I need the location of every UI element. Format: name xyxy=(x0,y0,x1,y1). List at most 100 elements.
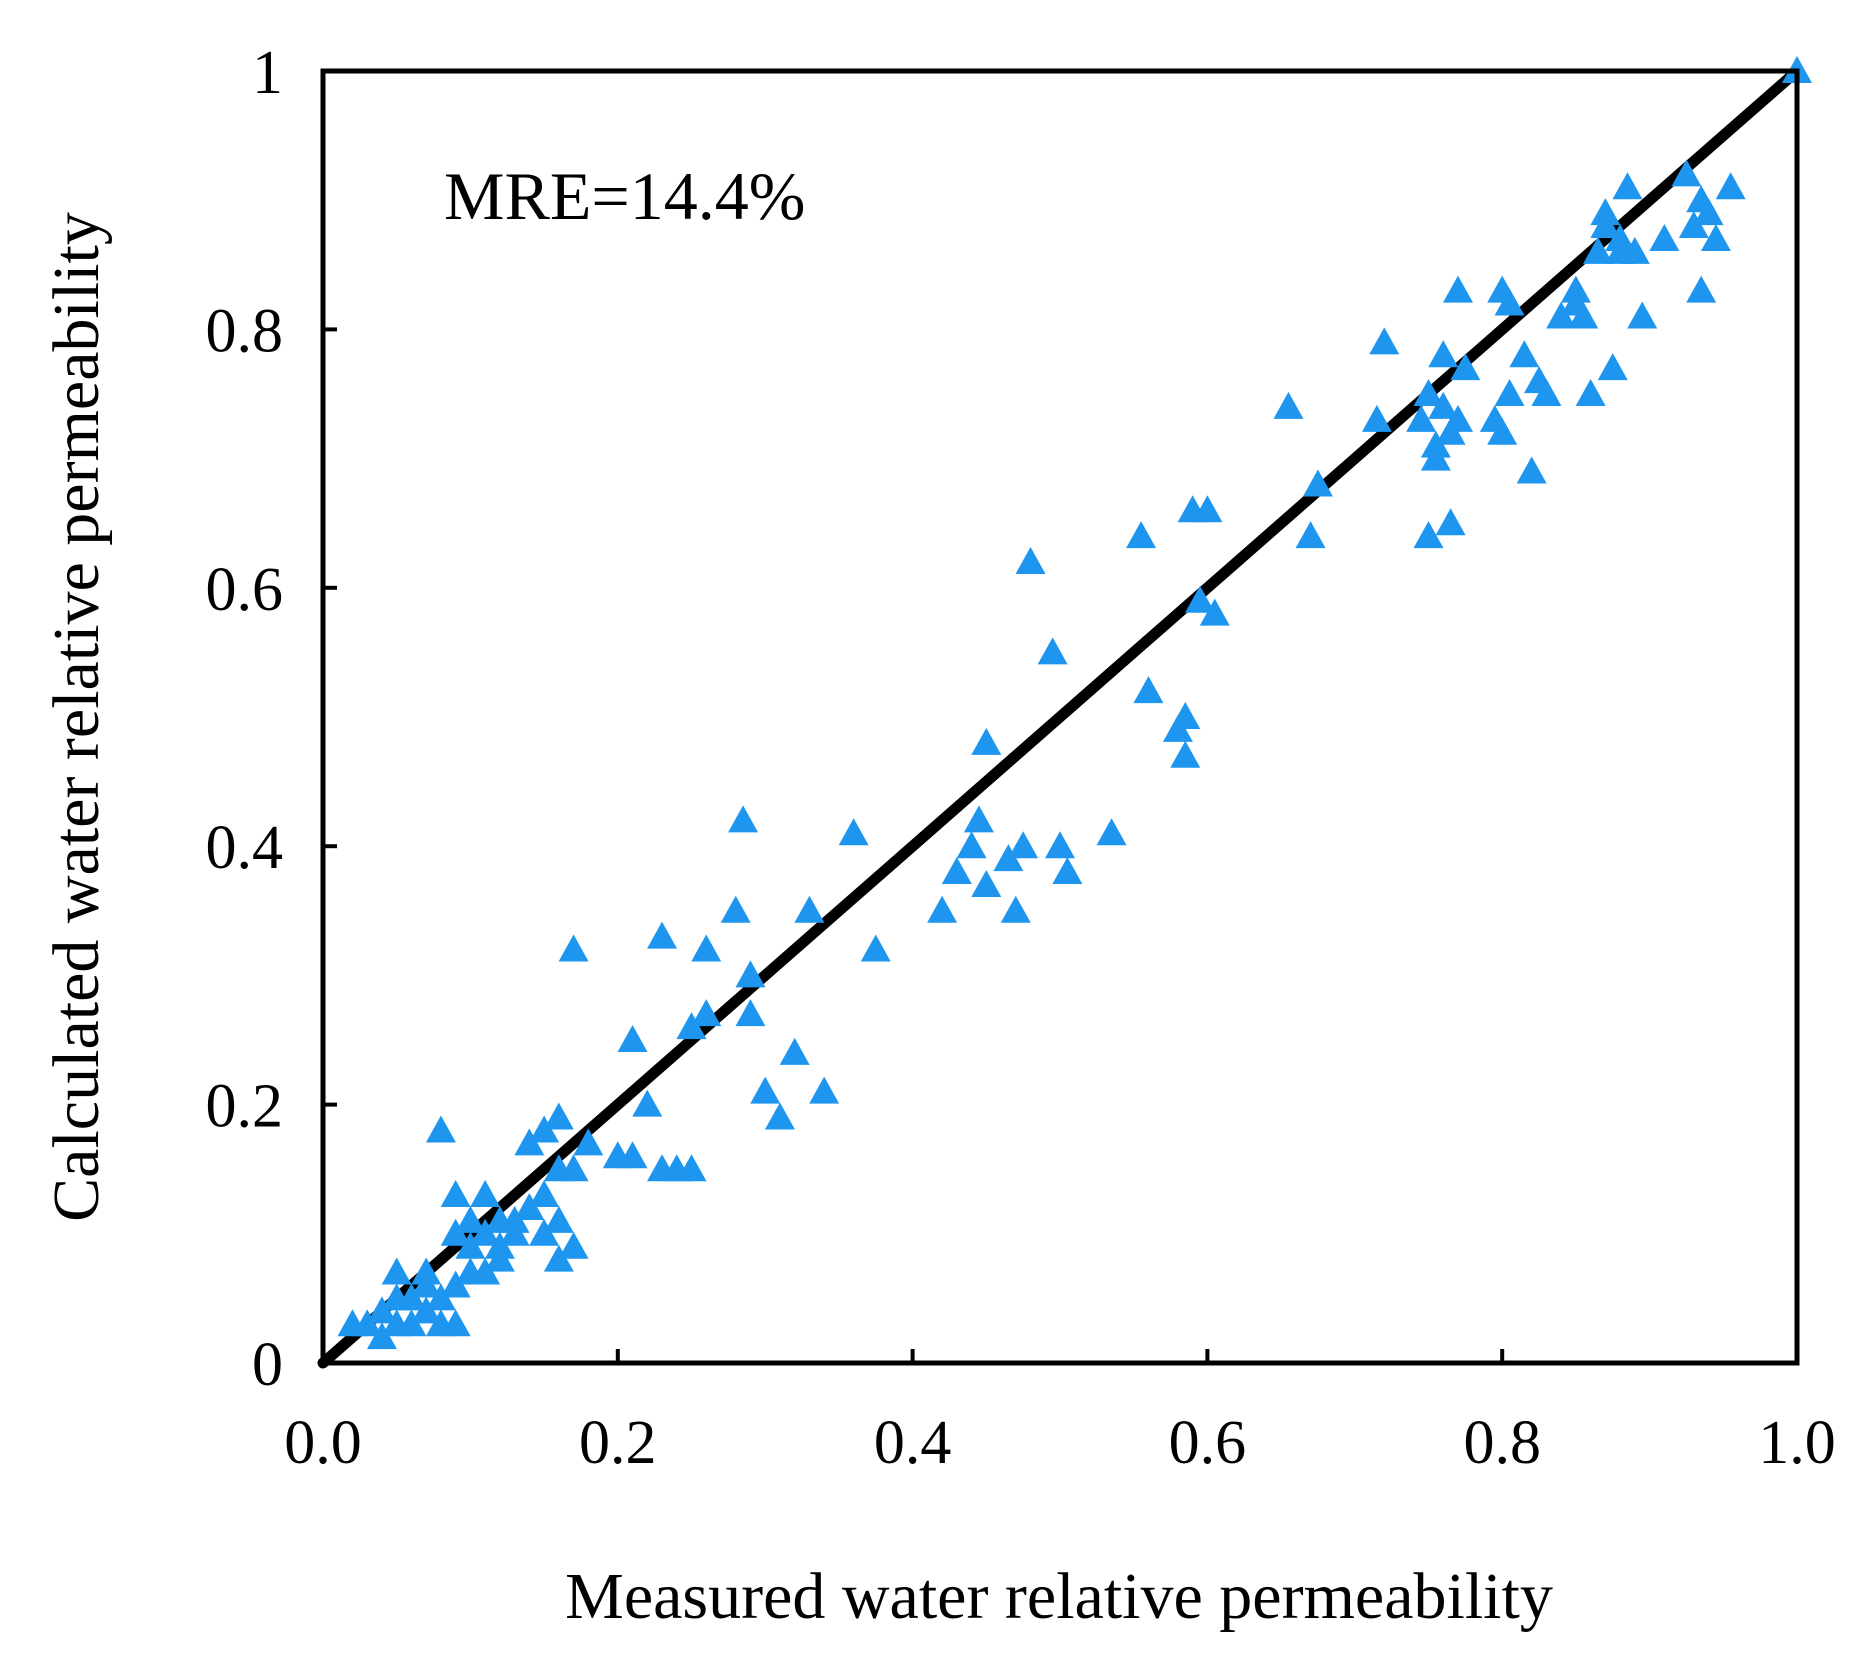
data-point xyxy=(1295,521,1326,549)
data-point xyxy=(1428,340,1459,368)
data-point xyxy=(1590,198,1621,226)
data-point xyxy=(617,1025,648,1052)
data-point xyxy=(396,1309,427,1337)
data-point xyxy=(691,999,722,1027)
data-point xyxy=(1700,223,1731,251)
data-point xyxy=(809,1076,840,1104)
data-point xyxy=(1037,637,1068,665)
data-point xyxy=(499,1218,530,1246)
data-point xyxy=(1369,327,1400,355)
data-point xyxy=(1185,585,1216,613)
data-point xyxy=(1413,379,1444,406)
data-point xyxy=(1583,236,1614,264)
data-point xyxy=(1494,379,1525,406)
data-point xyxy=(1487,417,1518,445)
data-point xyxy=(514,1192,545,1220)
data-point xyxy=(956,831,987,859)
data-point xyxy=(632,1089,663,1117)
data-point xyxy=(794,895,825,923)
data-point xyxy=(1000,895,1031,923)
data-point xyxy=(470,1218,501,1246)
data-point xyxy=(411,1296,442,1324)
data-point xyxy=(764,1102,795,1130)
data-point xyxy=(543,1244,574,1272)
data-point xyxy=(1192,495,1223,523)
data-point xyxy=(543,1102,574,1130)
data-point xyxy=(1413,521,1444,549)
mre-annotation: MRE=14.4% xyxy=(444,158,805,234)
data-point xyxy=(1546,301,1577,329)
data-point xyxy=(1509,340,1540,368)
data-point xyxy=(860,934,891,962)
data-point xyxy=(750,1076,781,1104)
y-tick-label: 1 xyxy=(252,39,283,107)
data-point xyxy=(440,1309,471,1337)
data-point xyxy=(455,1231,486,1259)
data-point xyxy=(1052,857,1083,885)
data-point xyxy=(1516,456,1547,484)
data-point xyxy=(381,1257,412,1285)
data-point xyxy=(396,1283,427,1311)
data-point xyxy=(1126,521,1157,549)
data-point xyxy=(1627,301,1658,329)
data-point xyxy=(558,1231,589,1259)
data-point xyxy=(573,1128,604,1156)
data-point xyxy=(676,1012,707,1040)
data-point xyxy=(735,999,766,1027)
y-tick-label: 0.6 xyxy=(206,556,284,624)
data-point xyxy=(1015,546,1046,574)
data-point xyxy=(971,869,1002,897)
data-point xyxy=(1273,391,1304,419)
data-point xyxy=(440,1180,471,1208)
data-point xyxy=(470,1257,501,1285)
x-tick-label: 0.0 xyxy=(284,1409,362,1477)
plot-frame xyxy=(320,68,1800,1366)
x-tick-label: 0.6 xyxy=(1169,1409,1247,1477)
data-point xyxy=(440,1270,471,1298)
x-axis-title: Measured water relative permeability xyxy=(565,1560,1553,1633)
data-point xyxy=(366,1296,397,1324)
data-point xyxy=(1361,404,1392,432)
data-point xyxy=(1199,598,1230,626)
data-point xyxy=(1678,211,1709,239)
data-point xyxy=(941,857,972,885)
data-point xyxy=(470,1180,501,1208)
data-point xyxy=(440,1218,471,1246)
data-point xyxy=(1649,223,1680,251)
data-point xyxy=(1133,676,1164,704)
data-point xyxy=(1560,275,1591,303)
data-point xyxy=(1096,818,1127,846)
data-point xyxy=(1686,275,1717,303)
data-point xyxy=(1531,379,1562,406)
y-axis-title: Calculated water relative permeability xyxy=(40,212,113,1222)
data-point xyxy=(728,805,759,833)
data-point xyxy=(1715,172,1746,200)
data-point xyxy=(1693,198,1724,226)
data-point xyxy=(927,895,958,923)
data-point xyxy=(1575,379,1606,406)
data-point xyxy=(455,1205,486,1233)
data-point xyxy=(366,1322,397,1350)
data-point xyxy=(425,1283,456,1311)
data-point xyxy=(514,1128,545,1156)
y-tick-label: 0.4 xyxy=(206,814,284,882)
data-point xyxy=(529,1115,560,1143)
x-tick-label: 0.8 xyxy=(1463,1409,1541,1477)
data-point xyxy=(1619,236,1650,264)
reference-line xyxy=(317,65,1803,1369)
data-point xyxy=(1671,159,1702,187)
x-tick-label: 0.4 xyxy=(874,1409,952,1477)
data-point xyxy=(1494,288,1525,316)
data-point xyxy=(529,1218,560,1246)
y-tick-label: 0.8 xyxy=(206,297,284,365)
data-point xyxy=(1170,740,1201,768)
data-point xyxy=(963,805,994,833)
data-point xyxy=(617,1141,648,1169)
data-point xyxy=(1612,172,1643,200)
data-point xyxy=(647,921,678,949)
data-point xyxy=(735,960,766,988)
data-point xyxy=(993,844,1024,872)
y-tick-label: 0.2 xyxy=(206,1073,284,1141)
data-point xyxy=(1605,223,1636,251)
